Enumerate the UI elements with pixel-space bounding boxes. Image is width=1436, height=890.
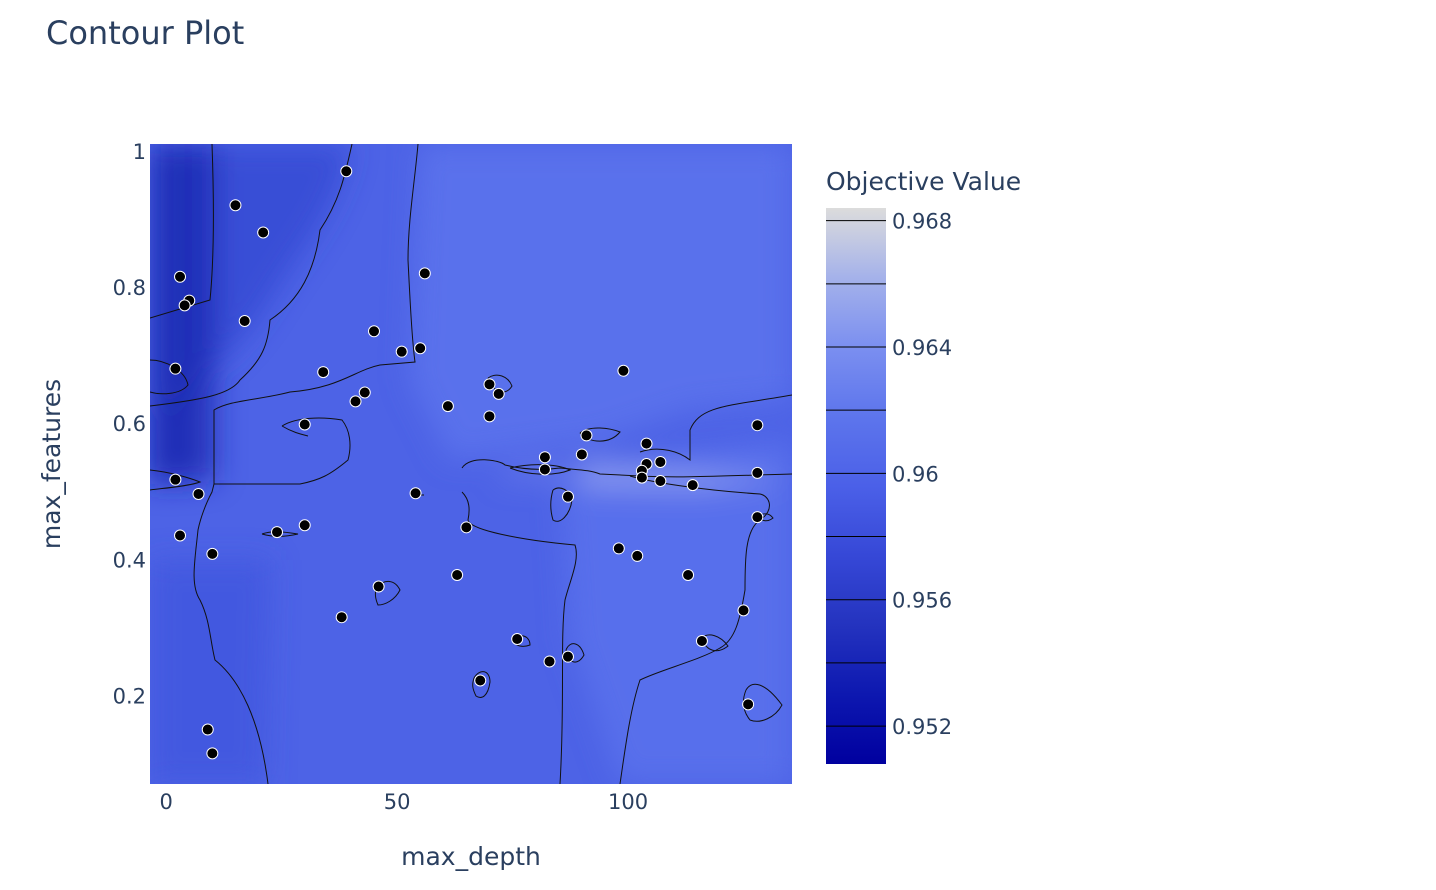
data-point bbox=[580, 429, 593, 442]
x-tick-label: 0 bbox=[159, 790, 172, 814]
y-tick-label: 0.8 bbox=[113, 276, 146, 300]
data-point bbox=[298, 418, 311, 431]
data-point bbox=[368, 325, 381, 338]
data-point bbox=[561, 650, 574, 663]
data-point bbox=[372, 580, 385, 593]
data-point bbox=[751, 419, 764, 432]
data-point bbox=[631, 549, 644, 562]
data-point bbox=[543, 655, 556, 668]
data-point bbox=[206, 747, 219, 760]
heatmap-shading bbox=[150, 144, 792, 784]
y-tick-label: 1 bbox=[133, 140, 146, 164]
data-point bbox=[654, 455, 667, 468]
data-point bbox=[686, 479, 699, 492]
data-point bbox=[178, 299, 191, 312]
chart-title: Contour Plot bbox=[46, 14, 244, 52]
data-point bbox=[206, 547, 219, 560]
data-point bbox=[474, 674, 487, 687]
data-point bbox=[395, 345, 408, 358]
data-point bbox=[635, 471, 648, 484]
data-point bbox=[751, 511, 764, 524]
data-point bbox=[612, 542, 625, 555]
data-point bbox=[561, 490, 574, 503]
plot-area bbox=[150, 144, 792, 784]
colorbar: Objective Value 0.952 0.956 0.96 0.964 0.968 bbox=[826, 167, 1021, 764]
data-point bbox=[751, 466, 764, 479]
data-point bbox=[169, 362, 182, 375]
data-point bbox=[538, 463, 551, 476]
data-point bbox=[460, 521, 473, 534]
data-point bbox=[640, 437, 653, 450]
y-tick-label: 0.2 bbox=[113, 684, 146, 708]
colorbar-title: Objective Value bbox=[826, 167, 1021, 196]
data-point bbox=[737, 604, 750, 617]
colorbar-contour-lines bbox=[826, 220, 886, 727]
data-point bbox=[617, 364, 630, 377]
data-point bbox=[695, 635, 708, 648]
data-point bbox=[483, 378, 496, 391]
data-point bbox=[483, 410, 496, 423]
y-axis-ticks: 0.2 0.4 0.6 0.8 1 bbox=[113, 140, 146, 709]
colorbar-gradient bbox=[826, 208, 886, 764]
data-point bbox=[192, 487, 205, 500]
data-point bbox=[492, 387, 505, 400]
y-tick-label: 0.4 bbox=[113, 548, 146, 572]
y-tick-label: 0.6 bbox=[113, 412, 146, 436]
data-point bbox=[742, 698, 755, 711]
data-point bbox=[682, 568, 695, 581]
y-axis-label: max_features bbox=[37, 379, 66, 549]
data-point bbox=[201, 723, 214, 736]
data-point bbox=[409, 487, 422, 500]
data-point bbox=[418, 267, 431, 280]
colorbar-tick-label: 0.956 bbox=[892, 589, 952, 613]
data-point bbox=[511, 632, 524, 645]
data-point bbox=[654, 475, 667, 488]
contour-lines bbox=[150, 144, 792, 784]
colorbar-tick-label: 0.952 bbox=[892, 715, 952, 739]
data-point bbox=[414, 342, 427, 355]
data-point bbox=[451, 568, 464, 581]
data-point bbox=[169, 473, 182, 486]
data-point bbox=[174, 529, 187, 542]
data-point bbox=[349, 395, 362, 408]
data-point bbox=[317, 366, 330, 379]
data-point bbox=[538, 451, 551, 464]
data-point bbox=[174, 270, 187, 283]
data-point bbox=[229, 199, 242, 212]
data-point bbox=[358, 386, 371, 399]
x-tick-label: 50 bbox=[384, 790, 411, 814]
data-point bbox=[441, 400, 454, 413]
data-point bbox=[335, 611, 348, 624]
x-tick-label: 100 bbox=[608, 790, 648, 814]
colorbar-tick-label: 0.964 bbox=[892, 336, 952, 360]
colorbar-tick-label: 0.96 bbox=[892, 462, 939, 486]
data-point bbox=[575, 448, 588, 461]
data-point bbox=[271, 526, 284, 539]
data-point bbox=[298, 519, 311, 532]
x-axis-ticks: 0 50 100 bbox=[159, 790, 648, 814]
data-points bbox=[169, 165, 764, 760]
data-point bbox=[340, 165, 353, 178]
data-point bbox=[238, 315, 251, 328]
colorbar-ticks: 0.952 0.956 0.96 0.964 0.968 bbox=[892, 210, 952, 739]
data-point bbox=[257, 226, 270, 239]
x-axis-label: max_depth bbox=[401, 842, 541, 871]
colorbar-tick-label: 0.968 bbox=[892, 210, 952, 234]
